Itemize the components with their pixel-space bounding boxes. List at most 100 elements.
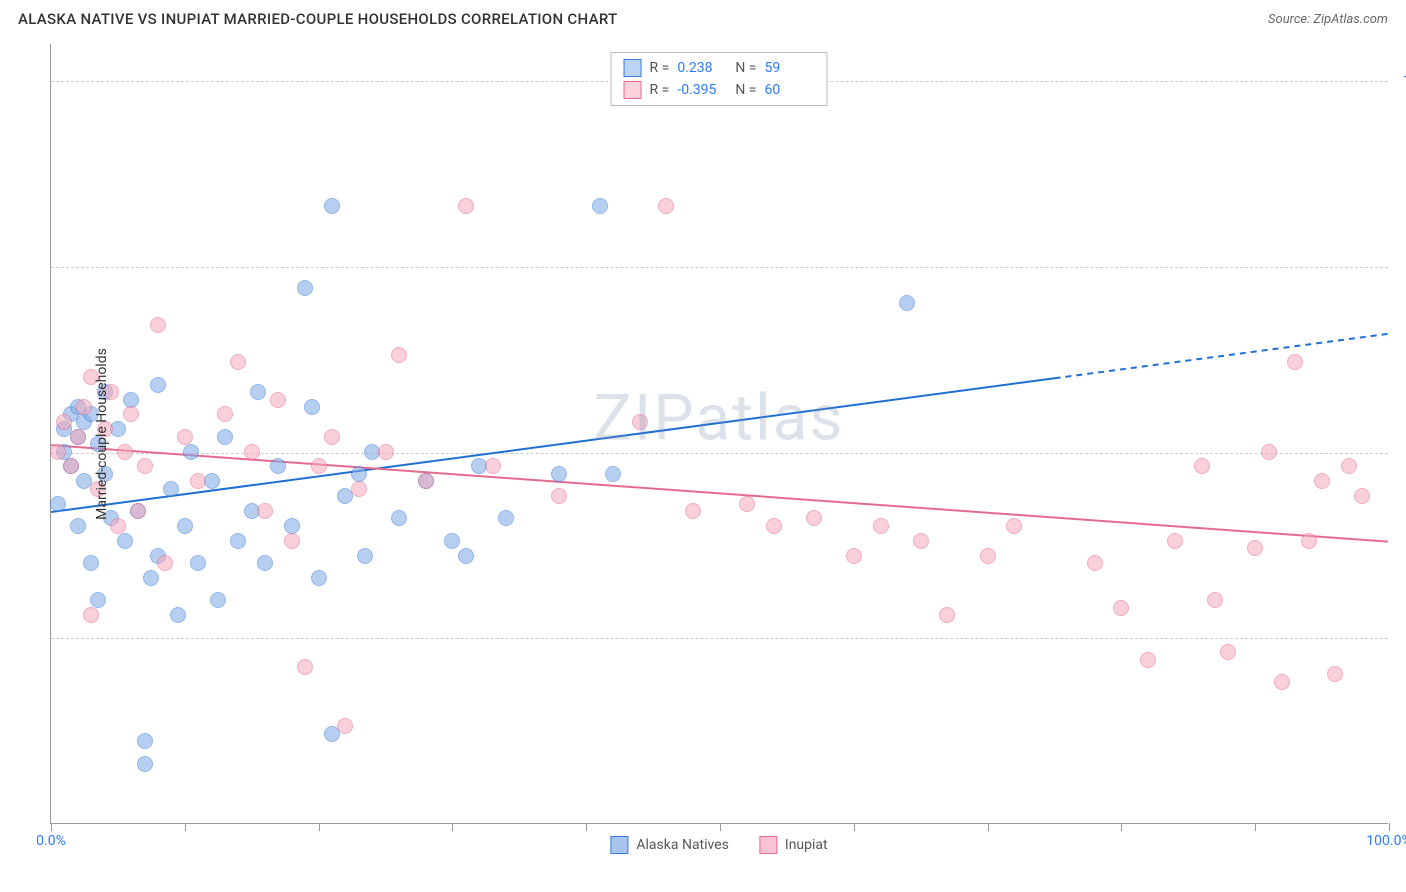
scatter-point [632,414,648,430]
scatter-point [391,510,407,526]
chart-title: ALASKA NATIVE VS INUPIAT MARRIED-COUPLE … [18,10,618,28]
scatter-point [83,555,99,571]
xtick [720,823,721,831]
series-legend-label: Inupiat [785,837,828,853]
scatter-point [311,458,327,474]
correlation-legend: R = 0.238 N = 59 R = -0.395 N = 60 [611,52,828,106]
scatter-point [297,659,313,675]
scatter-point [899,295,915,311]
legend-n-value: 60 [764,82,814,98]
scatter-point [873,518,889,534]
scatter-point [1140,652,1156,668]
scatter-point [485,458,501,474]
scatter-point [117,533,133,549]
scatter-point [1287,354,1303,370]
scatter-point [70,518,86,534]
chart-container: 25.0%50.0%75.0%100.0%0.0%100.0% Married-… [50,44,1388,824]
gridline [51,638,1388,639]
scatter-point [284,518,300,534]
scatter-point [806,510,822,526]
scatter-point [605,466,621,482]
y-axis-label: Married-couple Households [94,348,110,520]
scatter-point [685,503,701,519]
scatter-point [270,458,286,474]
scatter-point [551,466,567,482]
trendlines [51,44,1388,823]
scatter-point [1247,540,1263,556]
scatter-point [123,392,139,408]
gridline [51,267,1388,268]
scatter-point [304,399,320,415]
scatter-point [63,458,79,474]
scatter-point [217,406,233,422]
plot-area: 25.0%50.0%75.0%100.0%0.0%100.0% [50,44,1388,824]
scatter-point [418,473,434,489]
scatter-point [1207,592,1223,608]
scatter-point [177,518,193,534]
scatter-point [130,503,146,519]
series-legend: Alaska Natives Inupiat [610,836,827,854]
legend-r-value: -0.395 [677,82,727,98]
scatter-point [1354,488,1370,504]
scatter-point [177,429,193,445]
scatter-point [137,458,153,474]
scatter-point [90,592,106,608]
xtick [1255,823,1256,831]
scatter-point [337,718,353,734]
scatter-point [50,444,66,460]
legend-swatch [624,81,642,99]
scatter-point [117,444,133,460]
scatter-point [739,496,755,512]
scatter-point [76,399,92,415]
legend-n-label: N = [735,82,756,98]
xtick [185,823,186,831]
scatter-point [498,510,514,526]
scatter-point [183,444,199,460]
scatter-point [351,481,367,497]
scatter-point [210,592,226,608]
scatter-point [190,555,206,571]
scatter-point [1113,600,1129,616]
series-legend-label: Alaska Natives [636,837,729,853]
scatter-point [357,548,373,564]
scatter-point [257,555,273,571]
scatter-point [1301,533,1317,549]
xtick [988,823,989,831]
scatter-point [1274,674,1290,690]
scatter-point [324,429,340,445]
scatter-point [913,533,929,549]
scatter-point [551,488,567,504]
scatter-point [284,533,300,549]
xtick [1389,823,1390,831]
scatter-point [143,570,159,586]
ytick-label: 100.0% [1403,73,1406,89]
scatter-point [592,198,608,214]
legend-r-label: R = [650,60,670,76]
scatter-point [458,198,474,214]
scatter-point [766,518,782,534]
scatter-point [123,406,139,422]
xtick [452,823,453,831]
source-text: Source: ZipAtlas.com [1268,12,1388,27]
scatter-point [1314,473,1330,489]
scatter-point [1006,518,1022,534]
scatter-point [1167,533,1183,549]
scatter-point [170,607,186,623]
legend-swatch [610,836,628,854]
legend-row: R = -0.395 N = 60 [624,79,815,101]
legend-swatch [624,59,642,77]
scatter-point [1087,555,1103,571]
xtick [1121,823,1122,831]
scatter-point [1327,666,1343,682]
xtick-label: 100.0% [1366,833,1406,849]
scatter-point [1194,458,1210,474]
scatter-point [257,503,273,519]
xtick [854,823,855,831]
legend-n-value: 59 [764,60,814,76]
legend-r-value: 0.238 [677,60,727,76]
scatter-point [270,392,286,408]
scatter-point [324,198,340,214]
legend-r-label: R = [650,82,670,98]
xtick [319,823,320,831]
xtick-label: 0.0% [36,833,66,849]
